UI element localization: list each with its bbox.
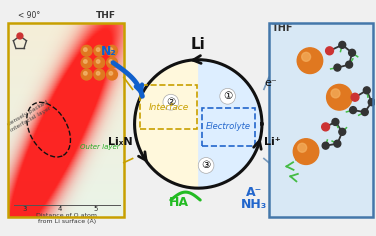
Text: < 90°: < 90° <box>18 11 40 20</box>
Circle shape <box>83 48 87 51</box>
Bar <box>202 108 255 146</box>
Text: Li: Li <box>191 37 206 52</box>
Circle shape <box>109 72 112 75</box>
Bar <box>8 23 124 217</box>
Text: 4: 4 <box>58 206 62 212</box>
Text: LiₓN: LiₓN <box>108 137 133 147</box>
Circle shape <box>96 60 100 63</box>
Circle shape <box>351 93 359 101</box>
Circle shape <box>302 52 311 61</box>
Circle shape <box>198 157 214 173</box>
Circle shape <box>220 88 235 104</box>
Circle shape <box>326 47 334 55</box>
Text: Distance of O atom: Distance of O atom <box>36 213 97 218</box>
Circle shape <box>94 45 105 56</box>
Circle shape <box>322 142 329 149</box>
Text: THF: THF <box>96 11 116 20</box>
Circle shape <box>363 87 370 94</box>
Text: e⁻: e⁻ <box>264 78 277 88</box>
Text: Electrolyte: Electrolyte <box>206 122 251 131</box>
Circle shape <box>94 69 105 80</box>
Circle shape <box>339 41 346 48</box>
Circle shape <box>327 84 352 110</box>
Circle shape <box>332 118 339 125</box>
Text: 5: 5 <box>93 206 97 212</box>
Circle shape <box>17 33 23 39</box>
Circle shape <box>361 109 368 116</box>
Circle shape <box>298 143 307 152</box>
Circle shape <box>334 64 341 71</box>
Circle shape <box>368 99 375 106</box>
Circle shape <box>293 139 319 164</box>
Text: N₂: N₂ <box>101 45 117 58</box>
Circle shape <box>322 123 329 131</box>
Text: from Li surface (Å): from Li surface (Å) <box>38 218 96 224</box>
Wedge shape <box>135 60 198 188</box>
Circle shape <box>81 57 92 68</box>
Circle shape <box>349 49 355 56</box>
Circle shape <box>107 57 117 68</box>
Text: HA: HA <box>169 196 189 209</box>
Text: Interface: Interface <box>149 103 189 112</box>
Circle shape <box>297 48 323 74</box>
Circle shape <box>107 69 117 80</box>
Circle shape <box>339 128 346 135</box>
Bar <box>269 23 373 217</box>
Text: THF: THF <box>272 23 293 33</box>
Circle shape <box>109 48 112 51</box>
Text: NH₃: NH₃ <box>241 198 267 211</box>
Circle shape <box>163 94 179 110</box>
Circle shape <box>96 72 100 75</box>
Circle shape <box>81 45 92 56</box>
Circle shape <box>94 57 105 68</box>
Text: Li⁺: Li⁺ <box>264 137 280 147</box>
Text: ③: ③ <box>202 160 211 170</box>
Circle shape <box>107 45 117 56</box>
Circle shape <box>350 107 356 114</box>
Circle shape <box>109 60 112 63</box>
Circle shape <box>96 48 100 51</box>
Circle shape <box>334 140 341 147</box>
Circle shape <box>81 69 92 80</box>
Bar <box>269 23 373 217</box>
Bar <box>141 85 197 129</box>
Text: A⁻: A⁻ <box>246 186 262 199</box>
Wedge shape <box>198 60 262 188</box>
Circle shape <box>331 89 340 98</box>
Text: ②: ② <box>166 97 176 107</box>
Circle shape <box>83 72 87 75</box>
Text: 3: 3 <box>23 206 27 212</box>
Text: densely packed
interfacial layer: densely packed interfacial layer <box>6 100 52 133</box>
Circle shape <box>346 61 353 68</box>
Text: ①: ① <box>223 91 232 101</box>
Text: Outer layer: Outer layer <box>80 144 120 150</box>
Circle shape <box>83 60 87 63</box>
